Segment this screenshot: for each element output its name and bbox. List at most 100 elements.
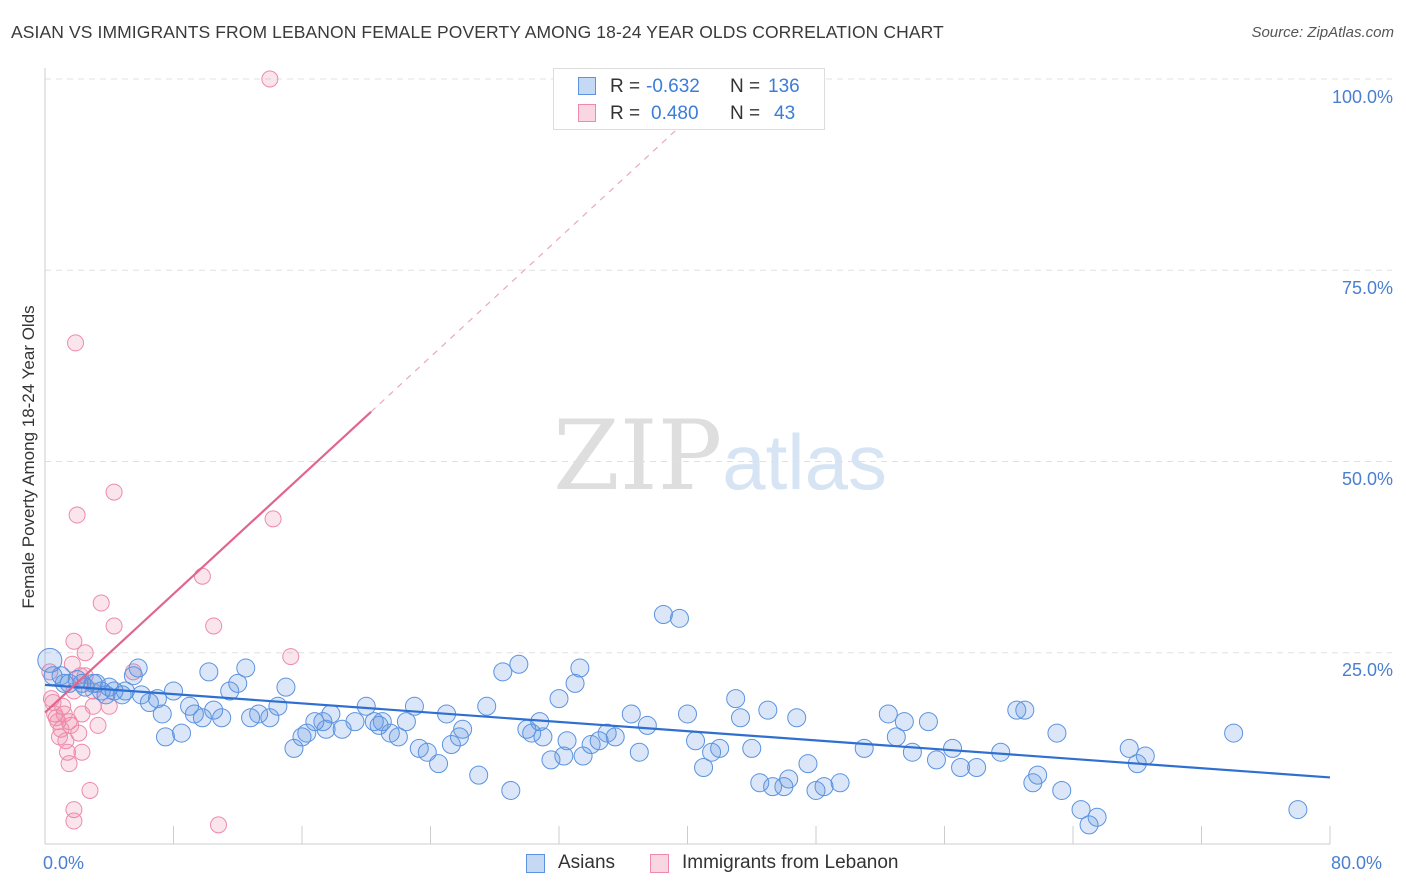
- r-value: 0.480: [651, 103, 699, 124]
- asian-point: [878, 704, 898, 724]
- asian-point: [918, 712, 938, 732]
- asian-point: [441, 735, 461, 755]
- grid-lines: [45, 78, 1392, 654]
- y-axis-label: Female Poverty Among 18-24 Year Olds: [19, 305, 38, 609]
- asian-point: [621, 704, 641, 724]
- asian-point: [557, 731, 577, 751]
- lebanon-point: [264, 510, 282, 528]
- asian-point: [1087, 807, 1107, 827]
- asian-point: [798, 754, 818, 774]
- r-label: R =: [610, 76, 641, 97]
- asian-point: [453, 719, 473, 739]
- lebanon-trend-line: [44, 410, 372, 714]
- asian-point: [204, 700, 224, 720]
- asian-point: [192, 708, 212, 728]
- asian-point: [669, 608, 689, 628]
- lebanon-point: [193, 567, 211, 585]
- asian-point: [372, 712, 392, 732]
- lebanon-point: [105, 617, 123, 635]
- asian-point: [388, 727, 408, 747]
- lebanon-trend-extension: [370, 119, 688, 413]
- asian-point: [313, 712, 333, 732]
- lebanon-point: [73, 743, 91, 761]
- asian-point: [1135, 746, 1155, 766]
- y-tick-label: 50.0%: [1341, 469, 1393, 489]
- asian-point: [967, 758, 987, 777]
- legend-label: Asians: [558, 852, 616, 873]
- asian-point: [653, 605, 673, 624]
- asian-point: [1288, 800, 1308, 820]
- x-tick-label: 0.0%: [43, 853, 85, 873]
- asian-point: [297, 723, 317, 743]
- asian-point: [321, 704, 341, 724]
- asian-point: [155, 727, 175, 747]
- n-label: N =: [730, 76, 761, 97]
- asian-point: [276, 677, 296, 697]
- legend-label: Immigrants from Lebanon: [682, 852, 899, 873]
- asian-point: [763, 777, 783, 797]
- stats-legend: R = -0.632 N = 136 R = 0.480 N = 43: [553, 68, 825, 130]
- asian-point: [943, 738, 963, 758]
- asian-point: [731, 708, 751, 728]
- asian-point: [51, 666, 71, 686]
- x-tick-label: 80.0%: [1331, 853, 1383, 873]
- asian-point: [779, 769, 799, 789]
- asian-point: [565, 673, 585, 693]
- lebanon-point: [105, 483, 123, 501]
- asian-point: [750, 773, 770, 793]
- asian-swatch: [526, 854, 545, 873]
- asian-point: [260, 708, 280, 728]
- asian-point: [549, 689, 569, 709]
- lebanon-swatch: [578, 104, 596, 122]
- asian-point: [726, 689, 746, 709]
- asian-trend-line: [44, 683, 1331, 779]
- asian-point: [1071, 800, 1091, 820]
- lebanon-point: [209, 816, 227, 834]
- asian-point: [758, 700, 778, 720]
- asian-point: [128, 658, 148, 678]
- y-tick-label: 25.0%: [1341, 660, 1393, 680]
- n-value: 136: [768, 76, 800, 97]
- lebanon-point: [65, 812, 83, 830]
- asian-point: [396, 712, 416, 732]
- lebanon-point: [81, 781, 99, 799]
- asian-point: [249, 704, 269, 724]
- asian-point: [345, 712, 365, 732]
- lebanon-point: [65, 632, 83, 650]
- asian-point: [429, 754, 449, 774]
- asian-point: [417, 742, 437, 762]
- asian-point: [131, 685, 151, 705]
- asian-point: [164, 681, 183, 701]
- y-tick-label: 75.0%: [1341, 278, 1393, 298]
- asian-point: [1052, 780, 1072, 800]
- axes: [44, 68, 1331, 845]
- asian-point: [533, 727, 553, 747]
- lebanon-point: [41, 663, 59, 681]
- asian-point: [678, 704, 697, 724]
- asian-point: [742, 738, 762, 758]
- asian-point: [554, 746, 574, 766]
- lebanon-point: [70, 724, 88, 742]
- source-label: Source: ZipAtlas.com: [1251, 24, 1394, 41]
- asian-point: [686, 731, 706, 751]
- watermark-zip: ZIP: [553, 400, 723, 512]
- asian-point: [637, 715, 657, 735]
- asian-point: [37, 647, 63, 673]
- asian-point: [573, 746, 593, 766]
- asian-point: [814, 777, 834, 797]
- lebanon-point: [68, 506, 86, 524]
- asian-point: [710, 738, 730, 758]
- asian-point: [1119, 738, 1139, 758]
- asian-point: [305, 712, 325, 732]
- asian-point: [1007, 700, 1027, 720]
- asian-points: [37, 605, 1308, 835]
- asian-point: [605, 727, 625, 747]
- asian-point: [1047, 723, 1067, 743]
- asian-point: [369, 715, 389, 735]
- asian-point: [199, 662, 219, 682]
- asian-point: [1028, 765, 1048, 785]
- lebanon-swatch: [650, 854, 669, 873]
- lebanon-point: [76, 644, 94, 662]
- asian-point: [469, 765, 489, 785]
